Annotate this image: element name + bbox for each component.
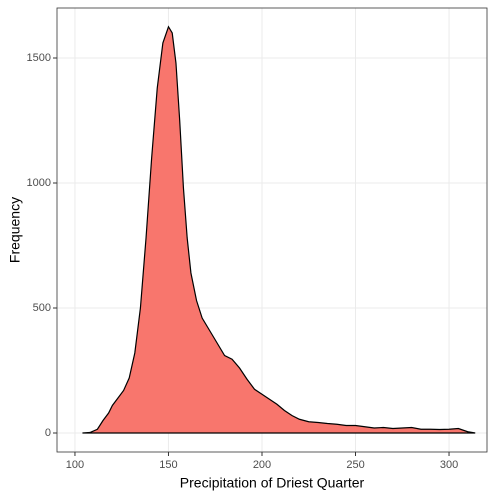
y-tick-label: 1000: [27, 177, 51, 189]
x-axis-label: Precipitation of Driest Quarter: [180, 475, 365, 491]
y-axis-label: Frequency: [7, 197, 23, 263]
x-tick-label: 250: [346, 459, 364, 471]
density-area: [82, 25, 476, 434]
x-tick-label: 200: [253, 459, 271, 471]
y-tick-label: 0: [45, 427, 51, 439]
y-tick-label: 500: [33, 302, 51, 314]
x-tick-label: 150: [159, 459, 177, 471]
y-tick-label: 1500: [27, 52, 51, 64]
panel-border: [56, 7, 488, 453]
x-tick-label: 300: [440, 459, 458, 471]
panel: [57, 8, 487, 452]
x-tick-label: 100: [66, 459, 84, 471]
